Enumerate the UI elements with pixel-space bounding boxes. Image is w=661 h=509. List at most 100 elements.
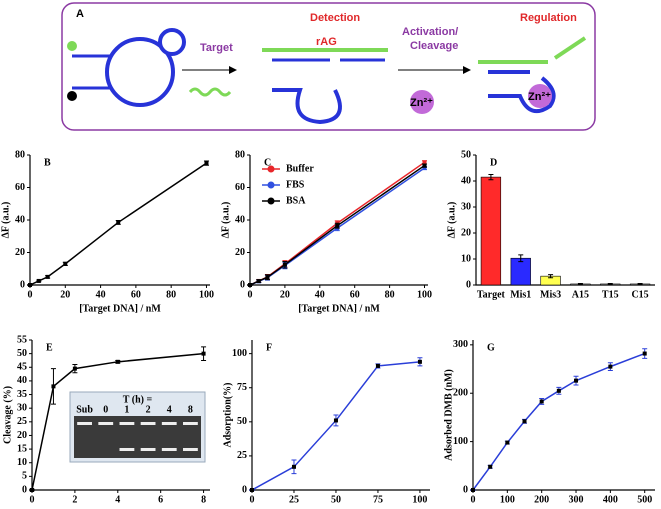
point [333, 418, 338, 423]
probe-loop [272, 88, 342, 125]
step-activation: Cleavage [410, 40, 458, 52]
axis [249, 155, 428, 286]
point [422, 163, 427, 168]
bar [510, 257, 531, 286]
x-tick-label: 60 [131, 289, 141, 300]
y-axis-label: ΔF (a.u.) [220, 202, 231, 239]
y-tick-label: 5 [22, 471, 27, 482]
x-tick-label: 80 [166, 289, 176, 300]
y-tick-label: 55 [17, 334, 27, 345]
y-tick-label: 100 [232, 348, 247, 359]
y-tick-label: 300 [453, 339, 468, 350]
y-axis-label: ΔF (a.u.) [446, 202, 457, 239]
y-tick-label: 100 [453, 436, 468, 447]
y-tick-label: 80 [15, 149, 25, 160]
point [256, 279, 261, 284]
lane-label: Sub [76, 404, 93, 415]
legend-marker [267, 197, 275, 205]
x-tick-label: 500 [637, 494, 652, 505]
y-tick-label: 35 [17, 389, 27, 400]
hairpin [105, 37, 175, 107]
target-strand [188, 87, 232, 97]
legend-marker [267, 165, 275, 173]
x-tick-label: 50 [331, 494, 341, 505]
y-tick-label: 50 [17, 348, 27, 359]
quencher [67, 91, 77, 101]
panel-label: D [490, 157, 497, 168]
x-tick-label: 60 [350, 289, 360, 300]
point [417, 359, 422, 364]
x-tick-label: 0 [30, 494, 35, 505]
point [291, 464, 296, 469]
y-tick-label: 40 [17, 375, 27, 386]
y-tick-label: 40 [461, 175, 471, 186]
error-bar [637, 282, 643, 285]
panel-label: C [264, 157, 271, 168]
x-tick-label: 300 [569, 494, 584, 505]
error-bar [607, 282, 613, 285]
x-tick-label: 4 [115, 494, 120, 505]
y-tick-label: 20 [235, 247, 245, 258]
cleaved-probe [488, 70, 556, 114]
y-tick-label: 45 [17, 362, 27, 373]
y-tick-label: 0 [463, 484, 468, 495]
x-tick-label: 0 [28, 289, 33, 300]
point [28, 283, 32, 287]
rag-label: rAG [316, 36, 337, 48]
point [375, 363, 380, 368]
x-tick-label: Mis3 [540, 289, 561, 300]
point [116, 220, 121, 225]
y-tick-label: 40 [15, 214, 25, 225]
step-activation: Activation/ [402, 26, 458, 38]
gel-band [161, 422, 177, 425]
x-tick-label: T15 [602, 289, 619, 300]
point [115, 359, 120, 364]
x-tick-label: 25 [289, 494, 299, 505]
x-tick-label: 100 [412, 494, 427, 505]
x-tick-label: 100 [500, 494, 515, 505]
x-tick-label: 400 [603, 494, 618, 505]
point [45, 274, 50, 279]
axis [472, 340, 655, 491]
y-axis-label: Cleavage (%) [2, 386, 13, 444]
y-tick-label: 0 [240, 279, 245, 290]
lane-label: 0 [103, 404, 108, 415]
x-tick-label: 8 [201, 494, 206, 505]
x-tick-label: A15 [572, 289, 589, 300]
x-tick-label: C15 [631, 289, 648, 300]
x-tick-label: 200 [534, 494, 549, 505]
y-tick-label: 0 [22, 484, 27, 495]
x-axis-label: [Target DNA] / nM [79, 303, 161, 314]
legend-label: BSA [286, 195, 306, 206]
y-tick-label: 30 [17, 402, 27, 413]
x-tick-label: 20 [280, 289, 290, 300]
x-tick-label: 0 [471, 494, 476, 505]
step-regulation: Regulation [520, 12, 577, 24]
y-tick-label: 60 [15, 182, 25, 193]
point [488, 464, 493, 469]
x-tick-label: 100 [417, 289, 432, 300]
x-tick-label: Target [477, 289, 506, 300]
legend-label: Buffer [286, 163, 314, 174]
y-tick-label: 0 [20, 279, 25, 290]
gel-band [119, 448, 135, 451]
y-tick-label: 20 [17, 430, 27, 441]
point [471, 488, 475, 492]
point [642, 351, 647, 356]
zinc-ion [528, 84, 552, 108]
panel-label: G [487, 342, 495, 353]
x-tick-label: 100 [199, 289, 214, 300]
gel-band [183, 422, 198, 425]
y-tick-label: 0 [242, 484, 247, 495]
lane-label: 2 [146, 404, 151, 415]
legend-marker [267, 181, 275, 189]
x-axis-label: [Target DNA] / nM [298, 303, 380, 314]
point [36, 278, 41, 283]
gel-band [140, 422, 156, 425]
y-tick-label: 40 [235, 214, 245, 225]
y-tick-label: 15 [17, 443, 27, 454]
error-bar [577, 282, 583, 285]
gel-band [183, 448, 198, 451]
point [608, 364, 613, 369]
